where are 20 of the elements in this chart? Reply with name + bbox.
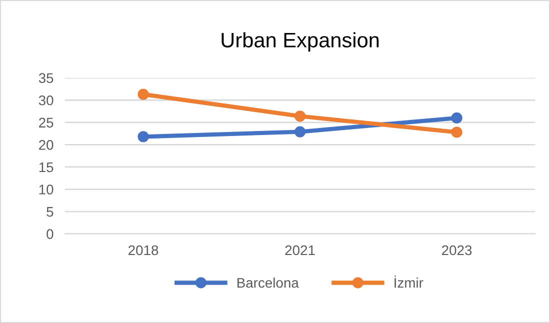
point bbox=[451, 126, 462, 138]
x-tick-label: 2018 bbox=[128, 245, 158, 256]
point bbox=[451, 112, 462, 124]
point bbox=[294, 110, 306, 122]
point bbox=[138, 131, 149, 142]
x-tick-label: 2021 bbox=[285, 245, 315, 256]
legend-label: İzmir bbox=[394, 276, 424, 288]
y-tick-label: 15 bbox=[39, 162, 54, 172]
y-tick-label: 5 bbox=[46, 207, 54, 217]
point bbox=[138, 88, 149, 100]
x-tick-label: 2023 bbox=[442, 245, 472, 256]
y-tick-label: 20 bbox=[39, 140, 54, 150]
y-tick-label: 25 bbox=[39, 118, 54, 128]
legend-label: Barcelona bbox=[237, 278, 299, 288]
y-tick-label: 10 bbox=[39, 184, 54, 194]
y-tick-label: 35 bbox=[38, 73, 54, 84]
point bbox=[294, 126, 306, 138]
y-tick-label: 30 bbox=[38, 95, 54, 106]
y-tick-label: 0 bbox=[46, 229, 54, 240]
chart-title: Urban Expansion bbox=[222, 32, 379, 52]
